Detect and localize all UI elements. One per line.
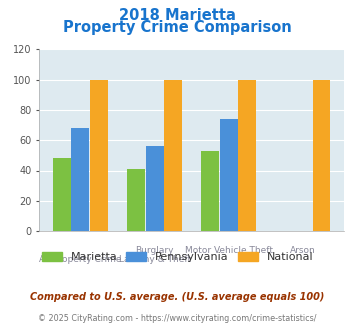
Bar [127,169,145,231]
Text: Compared to U.S. average. (U.S. average equals 100): Compared to U.S. average. (U.S. average … [30,292,325,302]
Text: Property Crime Comparison: Property Crime Comparison [63,20,292,35]
Bar [201,151,219,231]
Text: All Property Crime: All Property Crime [39,255,122,264]
Bar [71,128,89,231]
Bar [220,119,238,231]
Bar [313,80,331,231]
Legend: Marietta, Pennsylvania, National: Marietta, Pennsylvania, National [37,248,318,267]
Text: Motor Vehicle Theft: Motor Vehicle Theft [185,246,273,254]
Text: © 2025 CityRating.com - https://www.cityrating.com/crime-statistics/: © 2025 CityRating.com - https://www.city… [38,314,317,323]
Bar [53,158,71,231]
Bar [146,146,164,231]
Text: Arson: Arson [290,246,316,254]
Text: Larceny & Theft: Larceny & Theft [119,255,191,264]
Bar [90,80,108,231]
Bar [239,80,256,231]
Bar [164,80,182,231]
Text: 2018 Marietta: 2018 Marietta [119,8,236,23]
Text: Burglary: Burglary [135,246,174,254]
